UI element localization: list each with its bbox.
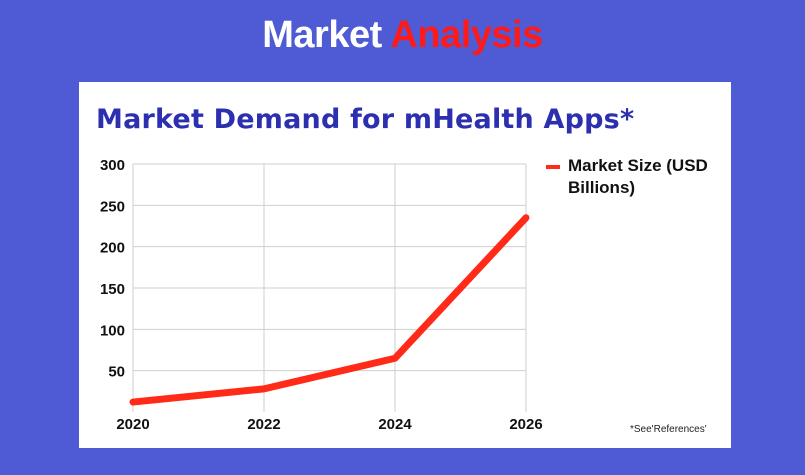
chart-title: Market Demand for mHealth Apps* (96, 104, 635, 135)
header-word-market: Market (262, 14, 382, 56)
y-tick-label: 100 (100, 322, 125, 339)
chart-card (79, 82, 731, 448)
series-line-0 (129, 214, 530, 406)
x-tick-label: 2024 (378, 416, 412, 433)
footnote: *See'References' (630, 424, 707, 435)
legend-label: Market Size (USD Billions) (568, 156, 708, 197)
y-tick-label: 150 (100, 281, 125, 298)
x-tick-label: 2026 (509, 416, 542, 433)
chart-legend: Market Size (USD Billions) (546, 155, 708, 199)
y-tick-label: 250 (100, 198, 125, 215)
y-tick-label: 300 (100, 157, 125, 174)
y-tick-label: 200 (100, 240, 125, 257)
page-header: Market Analysis (0, 14, 805, 57)
x-tick-label: 2022 (247, 416, 280, 433)
y-tick-label: 50 (108, 364, 125, 381)
legend-swatch (546, 165, 560, 169)
x-tick-label: 2020 (116, 416, 149, 433)
header-word-analysis: Analysis (390, 14, 543, 56)
